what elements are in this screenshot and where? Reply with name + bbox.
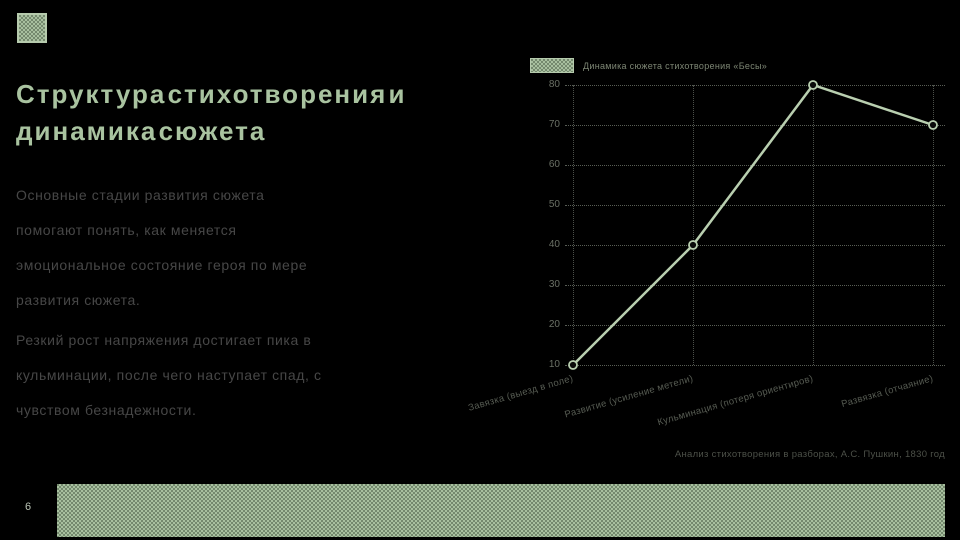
chart-legend: Динамика сюжета стихотворения «Бесы» (530, 58, 767, 73)
slide-logo-icon (17, 13, 47, 43)
gridline-y-10 (565, 365, 945, 366)
body-paragraph-1: Основные стадии развития сюжета помогают… (16, 178, 307, 318)
y-tick-label: 20 (548, 319, 560, 330)
paragraph-line: Резкий рост напряжения достигает пика в (16, 332, 312, 348)
slide-title-line2: динамика сюжета (16, 116, 267, 146)
y-tick-label: 50 (548, 199, 560, 210)
paragraph-line: кульминации, после чего наступает спад, … (16, 367, 322, 383)
y-tick-label: 40 (548, 239, 560, 250)
line-chart: Динамика сюжета стихотворения «Бесы» 10 2… (467, 55, 946, 455)
gridline-x (573, 85, 574, 365)
y-tick-label: 80 (548, 79, 560, 90)
data-point-marker (808, 80, 818, 90)
data-point-marker (688, 240, 698, 250)
y-tick-label: 60 (548, 159, 560, 170)
paragraph-line: чувством безнадежности. (16, 402, 197, 418)
gridline-x (933, 85, 934, 365)
paragraph-line: развития сюжета. (16, 292, 141, 308)
chart-line-svg (568, 80, 938, 370)
slide-title-line1: Структура стихотворения и (16, 79, 407, 109)
paragraph-line: эмоциональное состояние героя по мере (16, 257, 308, 273)
gridline-y-40 (565, 245, 945, 246)
page-number: 6 (25, 501, 32, 513)
y-tick-label: 10 (548, 359, 560, 370)
gridline-y-50 (565, 205, 945, 206)
y-tick-label: 70 (548, 119, 560, 130)
footer-band (57, 484, 945, 537)
chart-plot (565, 85, 945, 366)
data-point-marker (928, 120, 938, 130)
slide-title: Структура стихотворения и динамика сюжет… (16, 76, 406, 150)
paragraph-line: помогают понять, как меняется (16, 222, 237, 238)
source-caption: Анализ стихотворения в разборах, А.С. Пу… (674, 449, 945, 460)
data-line (572, 83, 934, 366)
gridline-y-60 (565, 165, 945, 166)
gridline-y-20 (565, 325, 945, 326)
gridline-y-80 (565, 85, 945, 86)
gridline-x (813, 85, 814, 365)
gridline-x (693, 85, 694, 365)
data-point-marker (568, 360, 578, 370)
gridline-y-70 (565, 125, 945, 126)
gridline-y-30 (565, 285, 945, 286)
y-tick-label: 30 (548, 279, 560, 290)
legend-swatch-icon (530, 58, 574, 73)
body-paragraph-2: Резкий рост напряжения достигает пика в … (16, 323, 322, 428)
chart-title: Динамика сюжета стихотворения «Бесы» (583, 60, 768, 71)
paragraph-line: Основные стадии развития сюжета (16, 187, 265, 203)
